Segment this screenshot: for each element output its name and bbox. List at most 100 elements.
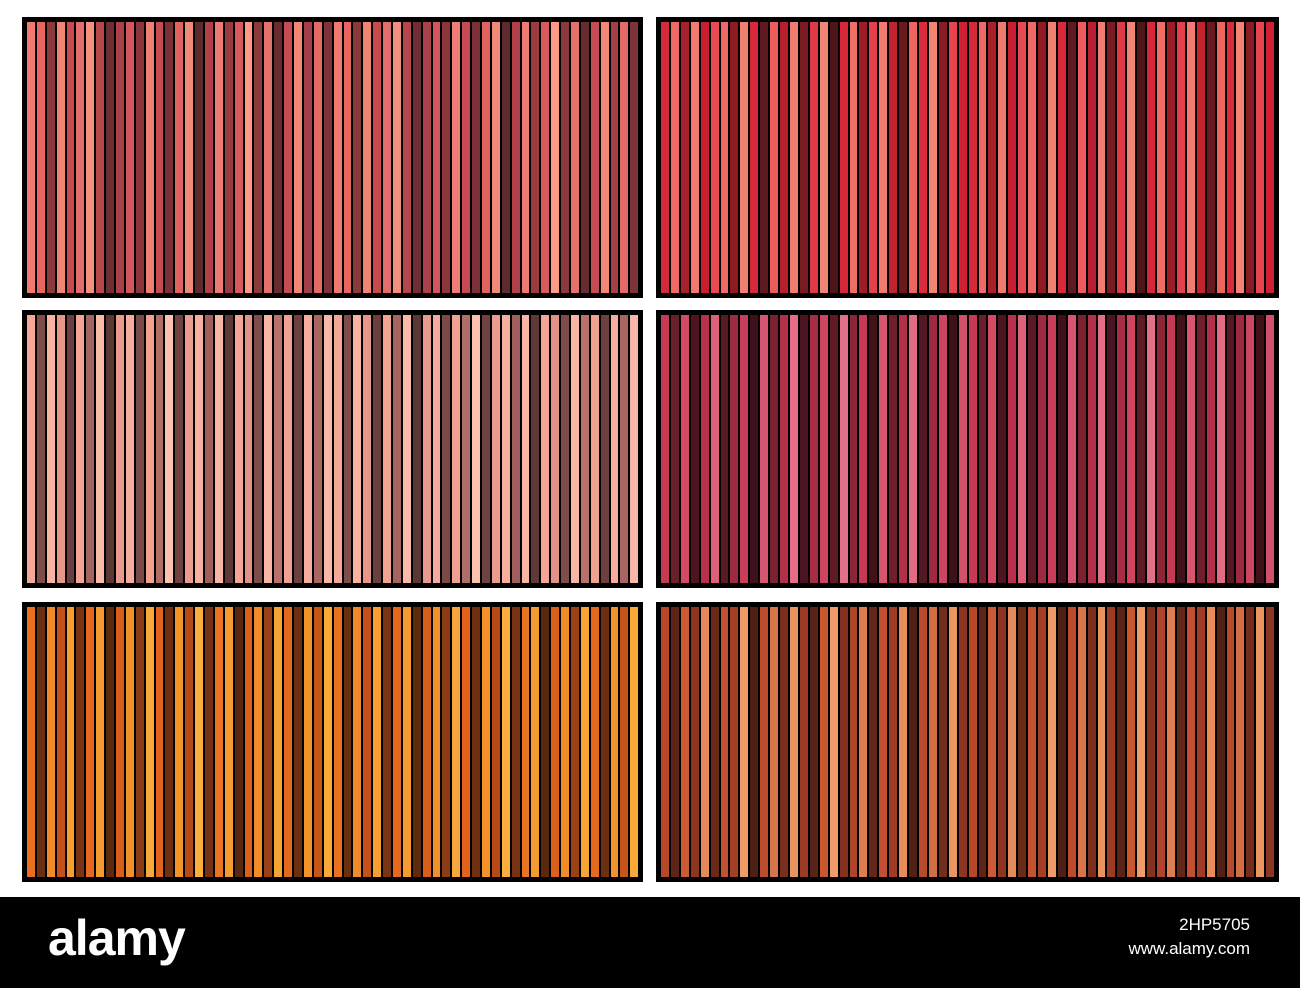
color-stripe bbox=[978, 22, 987, 293]
color-stripe bbox=[452, 22, 461, 293]
color-stripe bbox=[294, 22, 302, 293]
color-stripe bbox=[928, 22, 937, 293]
color-stripe bbox=[363, 315, 372, 583]
color-stripe bbox=[422, 607, 431, 877]
color-stripe bbox=[294, 315, 302, 583]
color-stripe bbox=[1067, 315, 1076, 583]
color-stripe bbox=[661, 607, 669, 877]
color-stripe bbox=[175, 607, 184, 877]
color-stripe bbox=[462, 22, 471, 293]
color-stripe bbox=[46, 22, 55, 293]
color-stripe bbox=[195, 22, 204, 293]
color-stripe bbox=[1226, 22, 1235, 293]
color-palette-salmon-rose bbox=[22, 17, 643, 298]
color-stripe bbox=[86, 22, 95, 293]
color-stripe bbox=[1047, 22, 1056, 293]
color-stripe bbox=[700, 22, 709, 293]
color-stripe bbox=[1038, 315, 1046, 583]
color-stripe bbox=[988, 607, 997, 877]
color-stripe bbox=[274, 22, 283, 293]
color-stripe bbox=[36, 607, 45, 877]
color-stripe bbox=[1077, 607, 1086, 877]
color-stripe bbox=[66, 315, 75, 583]
color-stripe bbox=[165, 315, 174, 583]
color-stripe bbox=[968, 22, 977, 293]
color-stripe bbox=[770, 315, 779, 583]
color-stripe bbox=[661, 22, 669, 293]
color-stripe bbox=[392, 22, 401, 293]
color-stripe bbox=[620, 315, 629, 583]
color-stripe bbox=[333, 607, 342, 877]
color-stripe bbox=[1236, 315, 1245, 583]
color-stripe bbox=[839, 315, 848, 583]
color-stripe bbox=[730, 22, 739, 293]
color-stripe bbox=[96, 22, 105, 293]
color-stripe bbox=[690, 22, 699, 293]
color-stripe bbox=[1028, 315, 1037, 583]
color-stripe bbox=[1246, 22, 1255, 293]
color-stripe bbox=[313, 607, 322, 877]
color-stripe bbox=[125, 315, 134, 583]
color-stripe bbox=[1117, 315, 1126, 583]
color-stripe bbox=[710, 607, 719, 877]
color-stripe bbox=[760, 315, 769, 583]
color-stripe bbox=[185, 315, 194, 583]
color-stripe bbox=[938, 315, 947, 583]
color-stripe bbox=[928, 607, 937, 877]
color-stripe bbox=[570, 22, 579, 293]
color-stripe bbox=[1097, 315, 1106, 583]
color-stripe bbox=[600, 607, 609, 877]
color-palette-crimson-red bbox=[656, 17, 1279, 298]
color-stripe bbox=[700, 607, 709, 877]
color-stripe bbox=[491, 607, 500, 877]
color-stripe bbox=[998, 22, 1007, 293]
color-stripe bbox=[165, 22, 174, 293]
color-stripe bbox=[630, 315, 638, 583]
color-stripe bbox=[125, 22, 134, 293]
color-stripe bbox=[323, 22, 332, 293]
color-stripe bbox=[1246, 315, 1255, 583]
color-stripe bbox=[531, 315, 540, 583]
site-url: www.alamy.com bbox=[1128, 939, 1250, 958]
color-stripe bbox=[829, 607, 838, 877]
color-stripe bbox=[1246, 607, 1255, 877]
color-stripe bbox=[1018, 315, 1027, 583]
color-stripe bbox=[1057, 22, 1066, 293]
color-stripe bbox=[780, 22, 788, 293]
color-palette-rust-brown bbox=[656, 602, 1279, 882]
color-stripe bbox=[1196, 315, 1205, 583]
color-stripe bbox=[879, 315, 888, 583]
color-stripe bbox=[551, 315, 560, 583]
color-stripe bbox=[580, 607, 589, 877]
color-stripe bbox=[511, 22, 520, 293]
color-stripe bbox=[690, 315, 699, 583]
color-stripe bbox=[106, 607, 115, 877]
color-stripe bbox=[839, 22, 848, 293]
color-stripe bbox=[600, 315, 609, 583]
color-stripe bbox=[36, 22, 45, 293]
color-stripe bbox=[373, 22, 382, 293]
color-stripe bbox=[511, 607, 520, 877]
color-stripe bbox=[264, 315, 273, 583]
color-stripe bbox=[96, 315, 105, 583]
color-stripe bbox=[789, 315, 798, 583]
color-stripe bbox=[899, 315, 908, 583]
color-stripe bbox=[849, 315, 858, 583]
color-stripe bbox=[452, 315, 461, 583]
color-stripe bbox=[1216, 315, 1225, 583]
color-stripe bbox=[541, 22, 550, 293]
color-stripe bbox=[809, 607, 818, 877]
color-stripe bbox=[740, 315, 749, 583]
color-stripe bbox=[600, 22, 609, 293]
color-stripe bbox=[313, 315, 322, 583]
color-stripe bbox=[1206, 22, 1215, 293]
color-stripe bbox=[610, 315, 619, 583]
color-stripe bbox=[175, 22, 184, 293]
color-stripe bbox=[1107, 315, 1116, 583]
color-stripe bbox=[116, 315, 124, 583]
color-stripe bbox=[1008, 315, 1017, 583]
color-stripe bbox=[195, 607, 204, 877]
color-stripe bbox=[1097, 22, 1106, 293]
color-stripe bbox=[284, 22, 293, 293]
color-stripe bbox=[938, 607, 947, 877]
